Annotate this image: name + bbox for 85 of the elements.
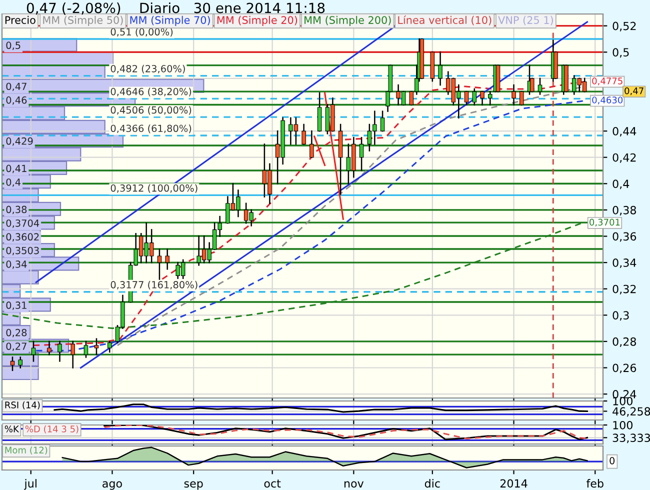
y-tick-label: 0,3503 [6, 246, 39, 256]
series-label: RSI (14) [5, 401, 40, 410]
ref-line-label: 0 [610, 456, 615, 464]
candlestick [480, 90, 484, 106]
y-tick-label: 0,42 [612, 153, 636, 163]
data-label: 0,4775 [592, 78, 622, 86]
y-tick-label: 0,41 [6, 164, 26, 174]
candlestick [472, 88, 477, 106]
y-tick-label: 0,27 [6, 342, 26, 351]
candlestick [380, 110, 385, 132]
chart-title: 0,47 (-2,08%) Diario 30 ene 2014 11:18 [26, 2, 325, 15]
y-tick-label: 100 [613, 396, 632, 406]
candlestick [31, 340, 36, 362]
candlestick [107, 340, 112, 353]
candlestick [58, 340, 62, 362]
y-tick-label: 33,333 [612, 434, 650, 444]
y-tick-label: 0,3704 [6, 219, 40, 228]
text: VNP (25 1) [498, 16, 553, 26]
candlestick [310, 130, 314, 158]
y-tick-label: 46,258 [612, 407, 650, 417]
text: MM (Simple 20) [217, 16, 298, 26]
y-tick-label: 0,38 [6, 206, 27, 214]
text: %D (14 3 5) [25, 425, 78, 434]
candlestick [512, 84, 516, 106]
x-tick-label: jul [24, 479, 36, 490]
text: MM (Simple 70) [130, 16, 210, 26]
candlestick [538, 78, 542, 95]
ref-line-label: 0,3177 (161,80%) [110, 280, 198, 290]
y-tick-label: 0,28 [612, 337, 636, 347]
candlestick [84, 340, 88, 358]
ref-line-label: Línea vertical (10) [398, 16, 492, 26]
ref-line-label: 0,4366 (61,80%) [110, 124, 192, 134]
y-tick-label: 0,31 [6, 302, 26, 310]
y-tick-label: 0,5 [612, 48, 629, 58]
y-tick-label: 0,3 [612, 311, 629, 321]
data-label: 0,3701 [590, 218, 620, 227]
text: %K [4, 426, 20, 432]
x-tick-label: nov [344, 481, 364, 488]
y-tick-label: 0,52 [612, 22, 636, 32]
ref-line-label: 0,4646 (38,20%) [110, 88, 192, 96]
y-tick-label: 0,34 [6, 260, 27, 269]
y-tick-label: 0,429 [6, 137, 33, 146]
candlestick [317, 92, 322, 132]
y-tick-label: 100 [613, 420, 632, 430]
candlestick [70, 340, 75, 368]
series-label: Mom (12) [5, 446, 48, 455]
x-tick-label: dic [424, 479, 440, 488]
ref-line-label: 0,3912 (100,00%) [110, 184, 198, 193]
candlestick [488, 90, 492, 106]
candlestick [10, 356, 15, 372]
x-tick-label: oct [264, 480, 281, 488]
candlestick [520, 90, 524, 106]
ref-line-label: 0,4506 (50,00%) [110, 106, 192, 115]
y-tick-label: 0,4 [6, 178, 21, 187]
y-tick-label: 0,32 [612, 284, 636, 294]
text: MM (Simple 50) [43, 16, 123, 26]
candlestick [165, 248, 170, 270]
candlestick [157, 248, 162, 282]
ref-line-label: 0,482 (23,60%) [110, 64, 185, 74]
candlestick [18, 356, 22, 368]
y-tick-label: 0,36 [612, 232, 636, 242]
y-tick-label: 0,38 [612, 206, 636, 216]
y-tick-label: 0,28 [6, 328, 27, 338]
x-tick-label: sep [184, 481, 203, 490]
candlestick [47, 340, 52, 356]
x-tick-label: feb [586, 479, 604, 488]
text: Precio [5, 16, 36, 24]
candlestick [359, 136, 364, 172]
x-tick-label: ago [102, 481, 122, 490]
y-tick-label: 0,46 [6, 96, 27, 105]
y-tick-label: 0,4 [612, 180, 630, 190]
y-tick-label: 0,5 [6, 42, 20, 50]
y-tick-label: 0,3602 [6, 233, 39, 242]
data-label: 0,4630 [592, 96, 623, 104]
line-series [54, 404, 588, 413]
text: MM (Simple 200) [304, 16, 391, 26]
y-tick-label: 0,34 [612, 258, 636, 268]
y-tick-label: 0,26 [612, 364, 636, 374]
candlestick [94, 338, 99, 356]
y-tick-label: 0,47 [6, 82, 26, 92]
candlestick [302, 124, 306, 145]
candlestick [438, 52, 442, 86]
x-tick-label: 2014 [500, 479, 528, 488]
candlestick [464, 90, 469, 106]
y-tick-label: 0,44 [612, 127, 636, 137]
